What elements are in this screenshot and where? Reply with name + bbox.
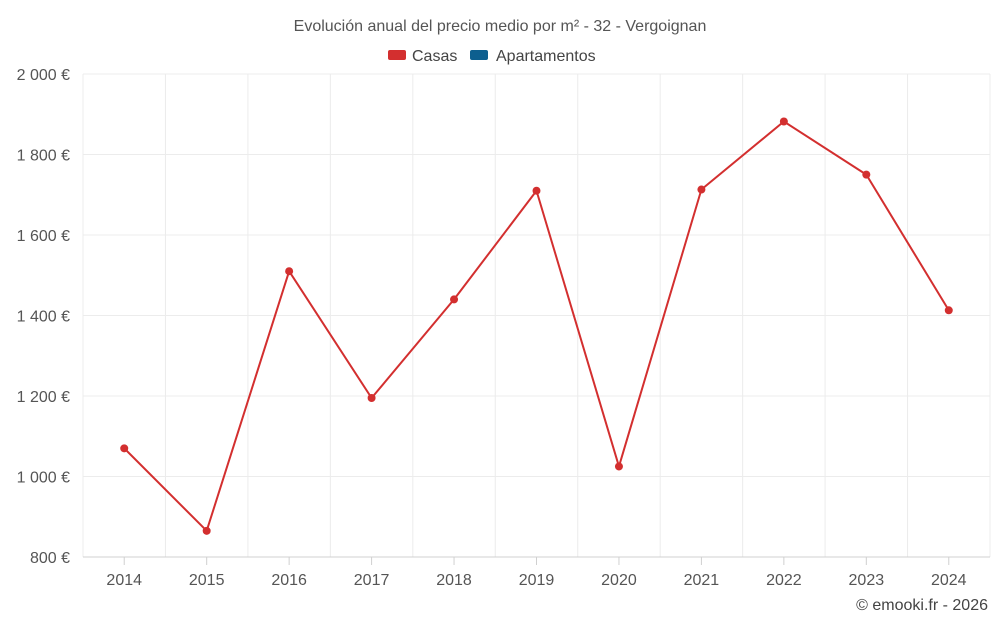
x-tick-label: 2015 [189,572,225,589]
data-point [285,267,294,276]
x-tick-label: 2016 [271,572,307,589]
y-tick-label: 1 600 € [17,228,70,245]
y-tick-label: 1 200 € [17,389,70,406]
x-tick-label: 2018 [436,572,472,589]
x-tick-label: 2017 [354,572,390,589]
y-tick-label: 1 000 € [17,470,70,487]
legend: Casas Apartamentos [388,48,596,65]
x-tick-label: 2019 [519,572,555,589]
x-tick-label: 2022 [766,572,802,589]
y-tick-label: 1 400 € [17,309,70,326]
data-point [614,462,623,471]
y-axis: 800 € 1 000 € 1 200 € 1 400 € 1 600 € 1 800 €… [17,67,70,567]
data-point [532,186,541,195]
data-point [120,444,129,453]
data-point [202,526,211,535]
data-point [367,394,376,403]
chart-title: Evolución anual del precio medio por m² … [294,18,707,35]
x-tick-label: 2023 [849,572,885,589]
y-tick-label: 1 800 € [17,148,70,165]
legend-label-apartamentos[interactable]: Apartamentos [496,48,596,65]
x-tick-label: 2020 [601,572,637,589]
series-casas [120,117,953,535]
x-tick-label: 2014 [106,572,142,589]
data-point [779,117,788,126]
y-tick-label: 2 000 € [17,67,70,84]
grid [82,73,991,557]
data-point [697,185,706,194]
y-tick-label: 800 € [30,550,70,567]
credit-text: © emooki.fr - 2026 [856,597,988,614]
x-tick-label: 2021 [684,572,720,589]
legend-swatch-apartamentos [470,50,488,60]
legend-swatch-casas [388,50,406,60]
legend-label-casas[interactable]: Casas [412,48,457,65]
data-point [862,170,871,179]
x-tick-label: 2024 [931,572,967,589]
data-point [450,295,459,304]
x-axis: 2014 2015 2016 2017 2018 2019 2020 2021 2022 2023… [83,556,990,589]
data-point [944,306,953,315]
